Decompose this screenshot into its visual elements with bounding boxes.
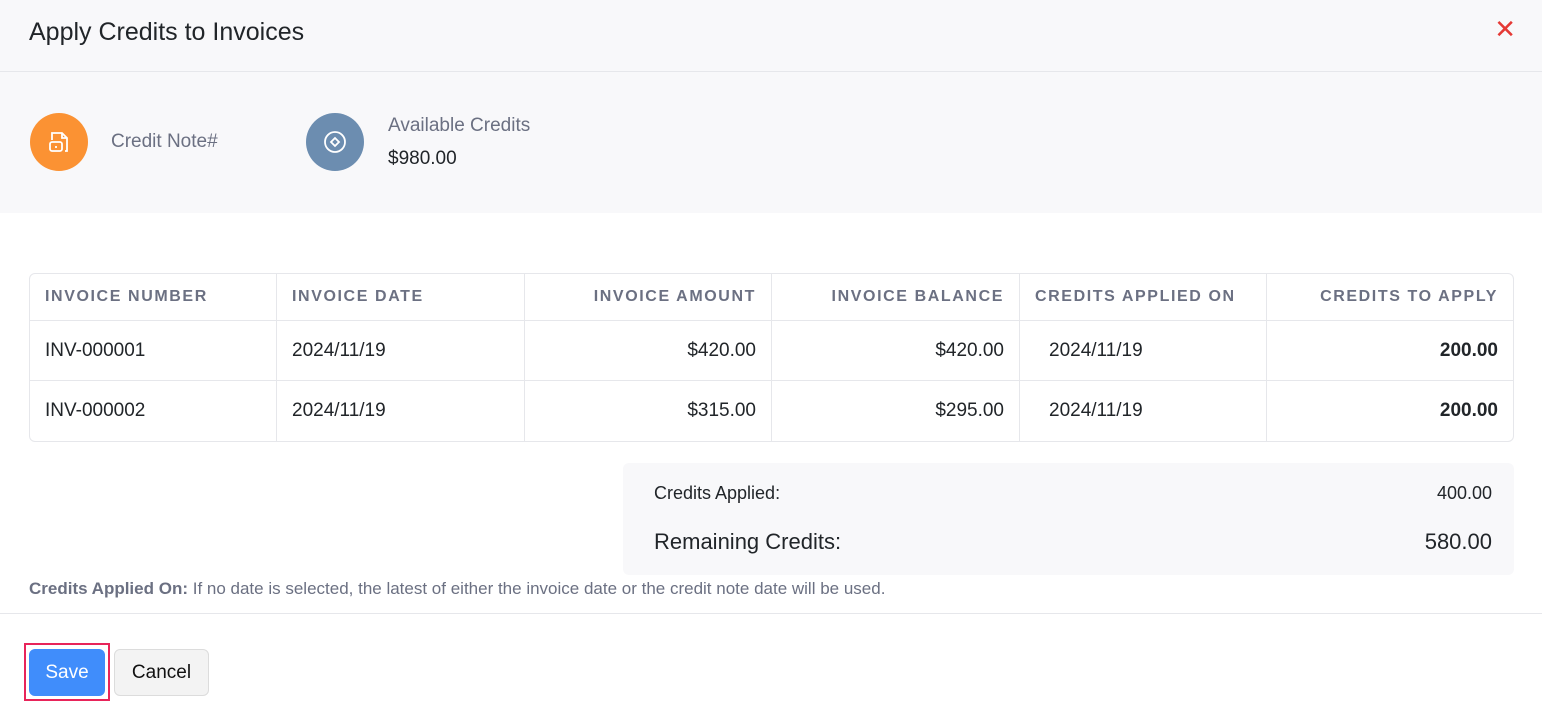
table-row: INV-000002 2024/11/19 $315.00 $295.00 20… bbox=[30, 381, 1513, 441]
credit-note-icon bbox=[30, 113, 88, 171]
col-invoice-number: INVOICE NUMBER bbox=[30, 274, 277, 321]
footer-divider bbox=[0, 613, 1542, 614]
invoices-table: INVOICE NUMBER INVOICE DATE INVOICE AMOU… bbox=[29, 273, 1514, 442]
credits-to-apply-input[interactable]: 200.00 bbox=[1439, 400, 1498, 421]
credits-applied-on-input[interactable]: 2024/11/19 bbox=[1020, 321, 1267, 381]
note-label: Credits Applied On: bbox=[29, 579, 188, 598]
invoice-date: 2024/11/19 bbox=[277, 321, 525, 381]
invoice-date: 2024/11/19 bbox=[277, 381, 525, 441]
credits-applied-value: 400.00 bbox=[1436, 483, 1492, 503]
note-text: If no date is selected, the latest of ei… bbox=[188, 579, 886, 598]
col-invoice-date: INVOICE DATE bbox=[277, 274, 525, 321]
invoice-number: INV-000002 bbox=[30, 381, 277, 441]
credit-info-panel: Credit Note# Available Credits $980.00 bbox=[0, 72, 1542, 213]
available-credits-icon bbox=[306, 113, 364, 171]
credits-applied-note: Credits Applied On: If no date is select… bbox=[29, 579, 885, 599]
dialog-header: Apply Credits to Invoices ✕ bbox=[0, 0, 1542, 72]
cancel-button[interactable]: Cancel bbox=[114, 649, 209, 696]
credits-applied-label: Credits Applied: bbox=[654, 483, 781, 503]
invoice-amount: $420.00 bbox=[525, 321, 772, 381]
credit-note-label: Credit Note# bbox=[111, 131, 218, 152]
invoice-number: INV-000001 bbox=[30, 321, 277, 381]
col-invoice-amount: INVOICE AMOUNT bbox=[525, 274, 772, 321]
credits-applied-on-input[interactable]: 2024/11/19 bbox=[1020, 381, 1267, 441]
save-highlight bbox=[24, 643, 110, 701]
col-credits-to-apply: CREDITS TO APPLY bbox=[1267, 274, 1513, 321]
table-row: INV-000001 2024/11/19 $420.00 $420.00 20… bbox=[30, 321, 1513, 381]
close-icon[interactable]: ✕ bbox=[1494, 14, 1516, 44]
invoice-balance: $420.00 bbox=[772, 321, 1020, 381]
col-credits-applied-on: CREDITS APPLIED ON bbox=[1020, 274, 1267, 321]
credits-to-apply-input[interactable]: 200.00 bbox=[1267, 321, 1513, 381]
invoice-amount: $315.00 bbox=[525, 381, 772, 441]
available-credits-value: $980.00 bbox=[388, 148, 457, 169]
remaining-credits-label: Remaining Credits: bbox=[654, 529, 842, 554]
available-credits-label: Available Credits bbox=[388, 115, 531, 136]
invoice-balance: $295.00 bbox=[772, 381, 1020, 441]
save-button[interactable]: Save bbox=[29, 649, 105, 696]
credits-summary: Credits Applied: 400.00 Remaining Credit… bbox=[623, 463, 1514, 575]
dialog-title: Apply Credits to Invoices bbox=[29, 18, 305, 46]
col-invoice-balance: INVOICE BALANCE bbox=[772, 274, 1020, 321]
remaining-credits-value: 580.00 bbox=[1424, 529, 1492, 554]
